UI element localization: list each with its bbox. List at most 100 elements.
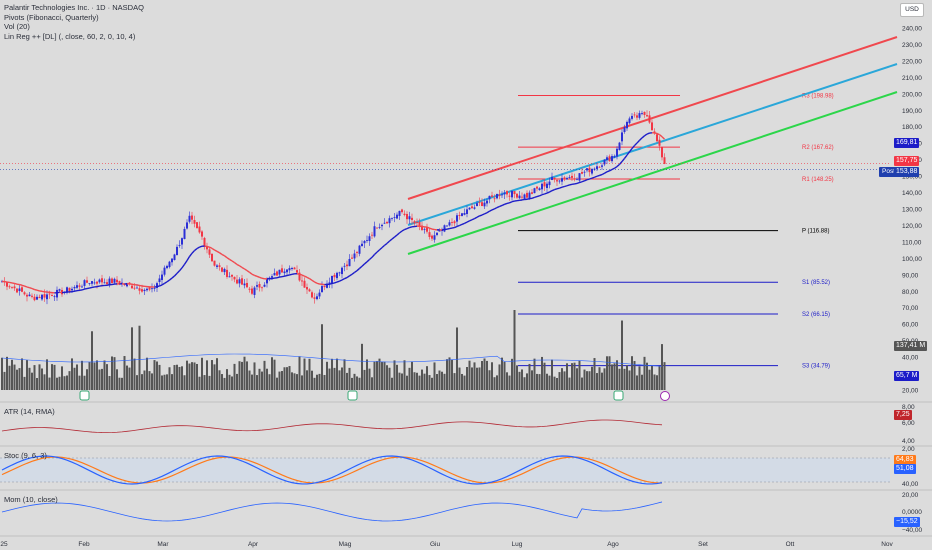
- volume-bar: [238, 361, 241, 390]
- volume-bar: [323, 374, 326, 390]
- volume-bar: [66, 375, 68, 390]
- candle-body: [141, 289, 143, 292]
- atr-tick-label: 6,00: [902, 420, 915, 427]
- volume-bar: [483, 358, 486, 390]
- volume-bar: [173, 365, 176, 390]
- volume-bar: [231, 376, 233, 390]
- ma-segment: [341, 278, 345, 281]
- volume-bar: [243, 356, 246, 390]
- ma-segment: [164, 281, 168, 284]
- volume-bar: [568, 377, 571, 390]
- volume-bar: [518, 371, 521, 390]
- price-tick-label: 60,00: [902, 322, 919, 329]
- ma-segment: [389, 238, 393, 242]
- currency-button[interactable]: USD: [900, 3, 924, 17]
- volume-bar: [428, 375, 431, 390]
- candle-body: [356, 251, 358, 253]
- volume-bar: [266, 368, 268, 390]
- volume-bar: [203, 375, 206, 390]
- candle-body: [176, 246, 178, 256]
- ma-segment: [344, 276, 348, 280]
- ma-segment: [194, 248, 198, 252]
- candle-body: [636, 115, 638, 118]
- volume-bar: [566, 363, 568, 390]
- price-tick-label: 200,00: [902, 91, 922, 98]
- atr-pane-label[interactable]: ATR (14, RMA): [4, 407, 55, 416]
- ma-segment: [494, 206, 498, 210]
- ma-segment: [504, 202, 508, 205]
- time-tick-label: Feb: [78, 541, 90, 548]
- candle-body: [86, 280, 88, 283]
- mom-pane-label[interactable]: Mom (10, close): [4, 495, 58, 504]
- ma-segment: [609, 168, 613, 172]
- ma-segment: [311, 279, 315, 283]
- candle-body: [301, 280, 303, 282]
- volume-bar: [408, 367, 411, 390]
- volume-bar: [133, 358, 136, 390]
- ma-segment: [531, 196, 535, 199]
- candle-body: [391, 217, 393, 219]
- volume-bar: [83, 375, 86, 390]
- candle-body: [588, 167, 591, 173]
- candle-body: [556, 180, 558, 182]
- candle-body: [221, 267, 223, 272]
- candle-body: [238, 279, 241, 284]
- legend-symbol[interactable]: Palantir Technologies Inc. · 1D · NASDAQ: [4, 3, 144, 12]
- volume-bar: [596, 373, 598, 390]
- volume-bar: [113, 357, 116, 390]
- ma-segment: [611, 167, 615, 171]
- volume-bar: [261, 371, 263, 390]
- candle-body: [658, 139, 661, 146]
- candle-body: [206, 246, 208, 250]
- ma-segment: [374, 251, 378, 256]
- legend-volume[interactable]: Vol (20): [4, 22, 30, 31]
- ma-segment: [84, 287, 88, 290]
- volume-bar: [396, 364, 398, 390]
- ma-segment: [564, 185, 568, 188]
- earnings-marker: [613, 390, 624, 401]
- candle-body: [451, 221, 453, 223]
- volume-bar: [106, 364, 108, 390]
- volume-bar: [633, 361, 636, 390]
- legend-pivots[interactable]: Pivots (Fibonacci, Quarterly): [4, 12, 99, 22]
- volume-bar: [3, 371, 6, 390]
- pivot-label: R1 (148.25): [802, 177, 834, 183]
- candle-body: [183, 228, 186, 239]
- volume-bar: [33, 365, 36, 390]
- volume-bar: [308, 358, 311, 390]
- candle-body: [316, 296, 318, 300]
- stoch-pane-label[interactable]: Stoc (9, 6, 3): [4, 451, 47, 460]
- volume-bar: [186, 360, 188, 390]
- volume-bar: [353, 373, 356, 390]
- time-tick-label: Ott: [786, 541, 795, 548]
- volume-bar: [11, 359, 13, 390]
- volume-bar: [23, 376, 26, 390]
- ma-segment: [21, 284, 25, 287]
- ma-segment: [526, 198, 530, 201]
- candle-body: [416, 222, 418, 223]
- volume-bar: [198, 376, 201, 390]
- legend-linreg[interactable]: Lin Reg ++ [DL] (, close, 60, 2, 0, 10, …: [4, 31, 136, 41]
- candle-body: [296, 270, 298, 273]
- price-tick-label: 150,00: [902, 174, 922, 181]
- volume-bar: [361, 343, 363, 390]
- volume-bar: [303, 358, 306, 390]
- ma-segment: [166, 279, 170, 283]
- ma-segment: [309, 277, 313, 281]
- volume-bar: [283, 367, 286, 390]
- candle-body: [21, 287, 23, 292]
- ma-segment: [356, 267, 360, 272]
- volume-bar: [613, 363, 616, 390]
- price-tick-label: 120,00: [902, 223, 922, 230]
- ma-segment: [559, 186, 563, 189]
- volume-bar: [151, 373, 153, 390]
- volume-bar: [46, 359, 48, 390]
- volume-bar: [378, 358, 381, 390]
- volume-bar: [211, 360, 213, 390]
- volume-bar: [163, 374, 166, 390]
- candle-body: [96, 281, 98, 284]
- volume-bar: [118, 377, 121, 390]
- ma-segment: [489, 209, 493, 212]
- volume-bar: [373, 361, 376, 390]
